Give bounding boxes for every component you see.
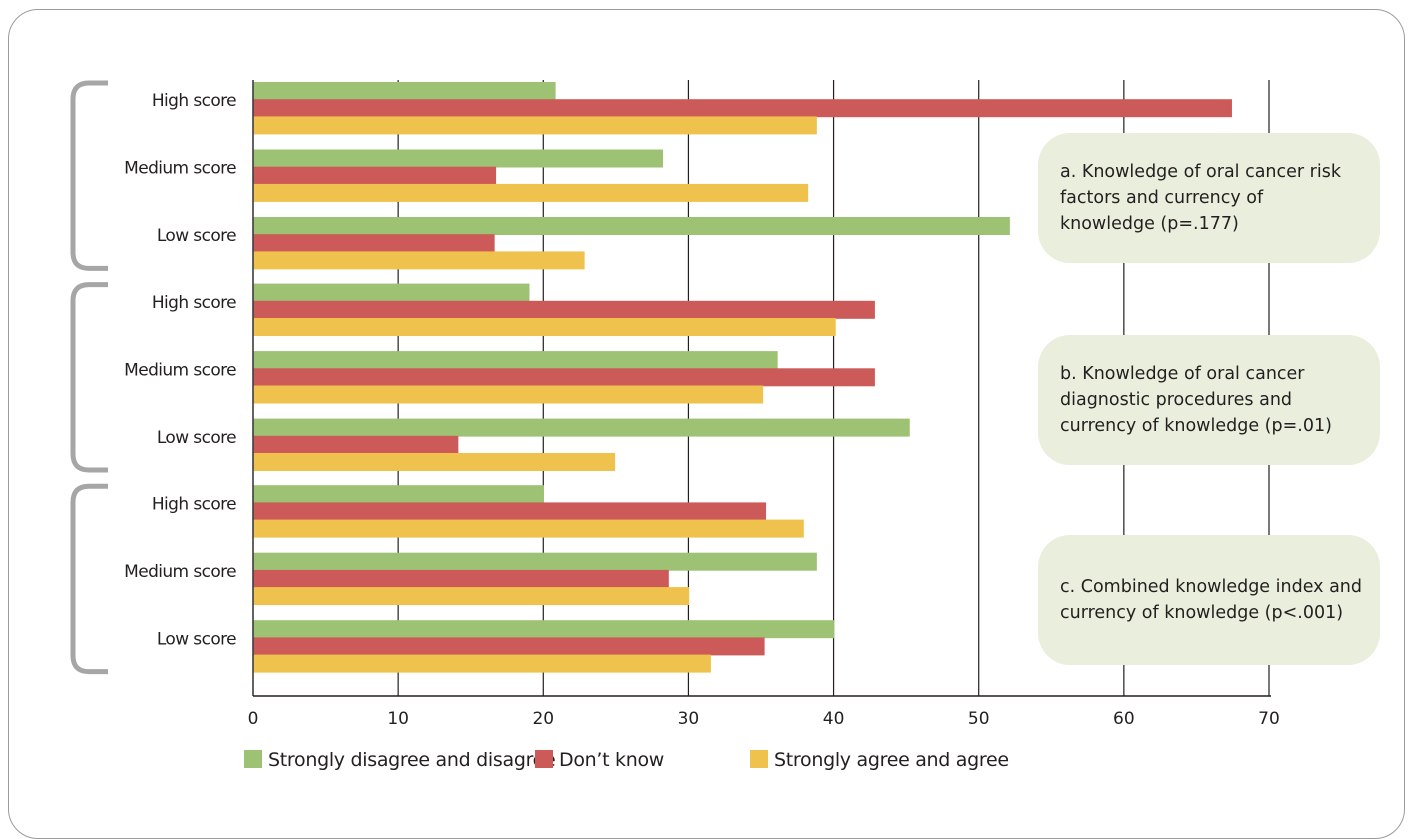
bar-b-low-score-s2: [253, 435, 459, 454]
bar-a-medium-score-s2: [253, 166, 497, 185]
bar-c-medium-score-s1: [253, 552, 817, 571]
legend-swatch-2: [535, 750, 553, 768]
category-labels: High score Medium score Low score High scor…: [124, 91, 237, 649]
bars: [253, 82, 1232, 673]
bar-b-medium-score-s3: [253, 385, 764, 404]
bar-c-low-score-s2: [253, 637, 765, 656]
legend-label-3: Strongly agree and agree: [774, 749, 1009, 771]
x-tick-label-30: 30: [678, 709, 700, 729]
x-tick-label-20: 20: [532, 709, 554, 729]
annotation-box-a: a. Knowledge of oral cancer risk factors…: [1038, 133, 1380, 263]
bar-chart: High score Medium score Low score High scor…: [70, 80, 1280, 771]
bar-a-high-score-s3: [253, 116, 817, 135]
bar-c-high-score-s3: [253, 519, 804, 538]
x-tick-label-60: 60: [1113, 709, 1135, 729]
x-tick-label-10: 10: [387, 709, 409, 729]
bar-b-high-score-s2: [253, 300, 875, 319]
category-label-a-2: Medium score: [124, 159, 236, 179]
legend-label-2: Don’t know: [559, 749, 664, 771]
bar-a-low-score-s1: [253, 217, 1010, 235]
bar-c-high-score-s2: [253, 502, 767, 521]
annotation-text-a: a. Knowledge of oral cancer risk factors…: [1060, 162, 1341, 234]
bar-b-high-score-s1: [253, 283, 530, 302]
bar-c-low-score-s1: [253, 620, 835, 639]
category-label-a-3: Low score: [157, 226, 236, 246]
category-label-b-2: Medium score: [124, 360, 236, 380]
category-label-c-3: Low score: [157, 629, 236, 649]
bar-a-high-score-s2: [253, 99, 1232, 118]
x-tick-label-0: 0: [248, 709, 259, 729]
annotation-box-c: c. Combined knowledge index and currency…: [1038, 535, 1380, 665]
bar-a-low-score-s3: [253, 251, 585, 270]
annotation-text-c: c. Combined knowledge index and currency…: [1060, 577, 1363, 623]
axes: [252, 80, 1271, 697]
bar-c-medium-score-s2: [253, 569, 669, 588]
annotation-box-b: b. Knowledge of oral cancer diagnostic p…: [1038, 335, 1380, 465]
bar-c-low-score-s3: [253, 654, 711, 673]
legend-swatch-3: [750, 750, 768, 768]
group-brackets: [70, 80, 108, 675]
legend-swatch-1: [244, 750, 262, 768]
bar-b-medium-score-s1: [253, 351, 778, 370]
x-tick-labels: 0 10 20 30 40 50 60 70: [248, 709, 1280, 729]
legend-label-1: Strongly disagree and disagree: [268, 749, 555, 771]
group-bracket-a: [70, 80, 108, 271]
x-tick-label-70: 70: [1258, 709, 1280, 729]
x-tick-label-40: 40: [823, 709, 845, 729]
category-label-a-1: High score: [152, 91, 236, 111]
bar-b-low-score-s1: [253, 418, 910, 437]
category-label-c-2: Medium score: [124, 562, 236, 582]
x-tick-label-50: 50: [968, 709, 990, 729]
bar-a-medium-score-s3: [253, 183, 809, 202]
bar-a-low-score-s2: [253, 234, 495, 253]
category-label-c-1: High score: [152, 494, 236, 514]
annotation-text-b: b. Knowledge of oral cancer diagnostic p…: [1060, 364, 1332, 436]
bar-a-high-score-s1: [253, 82, 556, 100]
bar-b-low-score-s3: [253, 453, 616, 471]
bar-b-medium-score-s2: [253, 368, 875, 387]
group-bracket-c: [70, 483, 108, 675]
bar-b-high-score-s3: [253, 318, 836, 336]
group-bracket-b: [70, 282, 108, 473]
bar-a-medium-score-s1: [253, 149, 664, 168]
bar-c-high-score-s1: [253, 485, 544, 504]
category-label-b-1: High score: [152, 293, 236, 313]
bar-c-medium-score-s3: [253, 587, 690, 606]
legend: Strongly disagree and disagree Don’t know…: [244, 749, 1009, 771]
category-label-b-3: Low score: [157, 428, 236, 448]
